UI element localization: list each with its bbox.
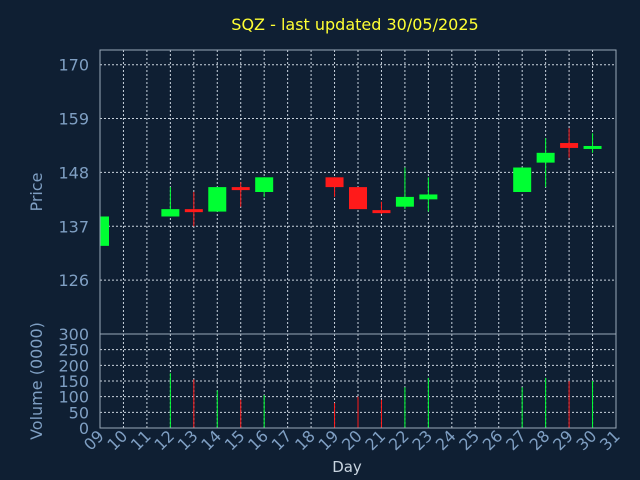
candle <box>372 201 391 215</box>
volume-tick-label: 200 <box>58 356 89 375</box>
price-tick-label: 126 <box>58 271 89 290</box>
candlestick-series <box>99 128 602 246</box>
chart-title: SQZ - last updated 30/05/2025 <box>231 15 478 34</box>
candle-body <box>325 177 344 188</box>
candle <box>395 167 414 210</box>
candle <box>513 167 532 192</box>
candle-body <box>536 152 555 163</box>
volume-tick-label: 0 <box>79 419 89 438</box>
price-axis-label: Price <box>27 172 46 211</box>
candle <box>419 177 438 212</box>
candle-body <box>231 187 250 191</box>
candle-body <box>100 216 109 246</box>
candle <box>184 192 203 227</box>
x-axis-ticks: 0910111213141516171819202122232425262728… <box>80 426 624 454</box>
volume-axis-label: Volume (0000) <box>27 322 46 440</box>
price-axis-ticks: 126 137 148 159 170 <box>58 56 89 290</box>
candle <box>231 182 250 207</box>
volume-tick-label: 250 <box>58 341 89 360</box>
candle-body <box>255 177 274 192</box>
candle-body <box>560 143 579 148</box>
candle <box>583 133 602 153</box>
candle-body <box>583 145 602 149</box>
candle-body <box>395 196 414 207</box>
price-grid <box>100 50 616 334</box>
candle-body <box>513 167 532 192</box>
volume-tick-label: 150 <box>58 372 89 391</box>
candle <box>349 187 367 210</box>
candle-body <box>208 187 227 212</box>
candle <box>255 177 274 197</box>
candle <box>560 128 579 158</box>
candle <box>325 177 344 197</box>
candle-body <box>184 209 203 213</box>
x-axis-label: Day <box>332 458 362 476</box>
volume-tick-label: 100 <box>58 388 89 407</box>
volume-tick-label: 50 <box>69 403 89 422</box>
candle <box>536 138 555 188</box>
volume-series <box>169 373 594 428</box>
price-tick-label: 148 <box>58 163 89 182</box>
candle-body <box>372 210 391 214</box>
volume-tick-label: 300 <box>58 325 89 344</box>
x-tick-label: 31 <box>596 426 624 454</box>
price-tick-label: 137 <box>58 217 89 236</box>
candle-body <box>161 209 180 217</box>
price-tick-label: 170 <box>58 56 89 75</box>
candle-body <box>419 194 438 200</box>
candle-body <box>349 187 367 210</box>
candle <box>161 187 180 217</box>
volume-panel-frame <box>99 333 617 429</box>
candle <box>99 216 109 246</box>
candle <box>208 187 227 212</box>
price-tick-label: 159 <box>58 110 89 129</box>
